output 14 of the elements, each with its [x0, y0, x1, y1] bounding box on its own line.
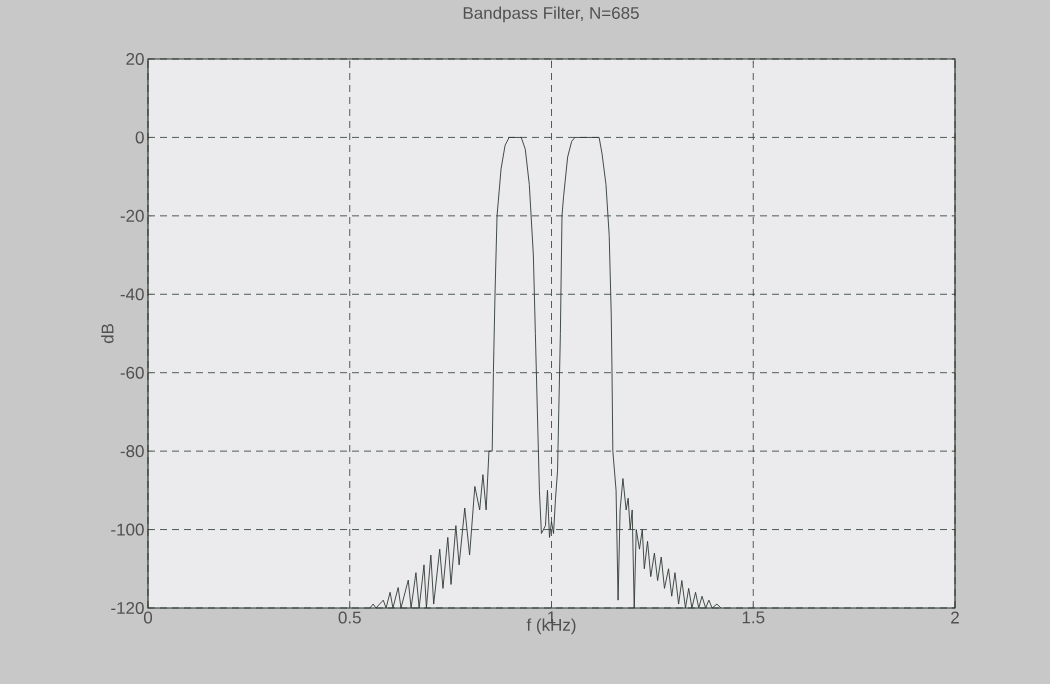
- y-axis-title: dB: [101, 323, 114, 344]
- x-tick-label: 2: [951, 611, 959, 624]
- x-tick-label: 1.5: [742, 611, 765, 624]
- chart-title: Bandpass Filter, N=685: [463, 6, 639, 23]
- y-tick-label: 20: [126, 52, 144, 66]
- y-tick-label: -60: [120, 366, 144, 379]
- y-tick-label: -100: [111, 523, 144, 536]
- x-tick-label: 0: [143, 611, 153, 624]
- y-tick-label: 0: [135, 131, 144, 144]
- y-tick-label: -40: [120, 288, 144, 301]
- y-tick-label: -20: [120, 209, 144, 222]
- y-tick-label: -120: [111, 601, 144, 615]
- x-tick-label: 0.5: [338, 611, 361, 624]
- y-tick-label: -80: [120, 445, 144, 458]
